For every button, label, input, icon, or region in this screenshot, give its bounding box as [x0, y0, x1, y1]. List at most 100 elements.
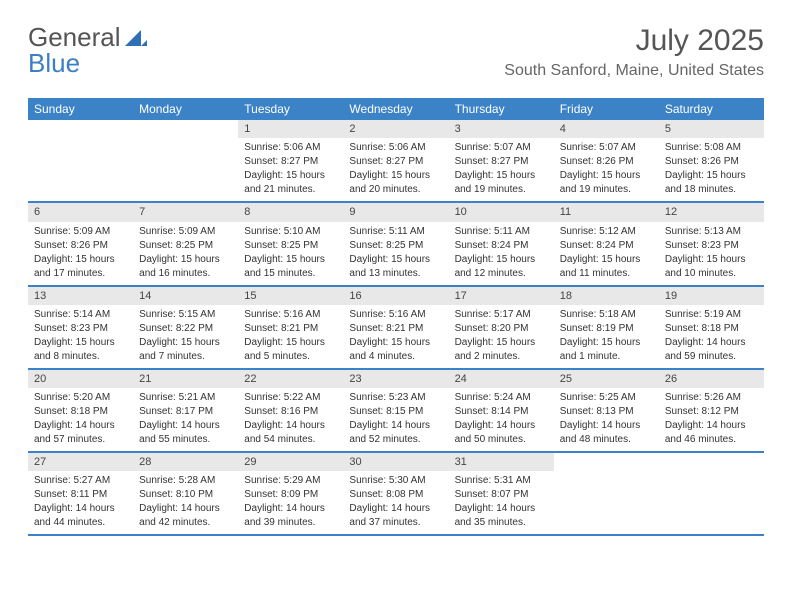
day-info: Sunrise: 5:28 AMSunset: 8:10 PMDaylight:… [133, 474, 238, 529]
day-info: Sunrise: 5:11 AMSunset: 8:24 PMDaylight:… [449, 225, 554, 280]
sunset-text: Sunset: 8:07 PM [455, 488, 548, 501]
day-cell: 31Sunrise: 5:31 AMSunset: 8:07 PMDayligh… [449, 453, 554, 534]
daylight2-text: and 44 minutes. [34, 516, 127, 529]
daylight1-text: Daylight: 14 hours [349, 502, 442, 515]
day-number: 18 [554, 287, 659, 305]
day-info: Sunrise: 5:23 AMSunset: 8:15 PMDaylight:… [343, 391, 448, 446]
day-cell: 8 Sunrise: 5:10 AMSunset: 8:25 PMDaylight… [238, 203, 343, 284]
sunset-text: Sunset: 8:19 PM [560, 322, 653, 335]
sunset-text: Sunset: 8:18 PM [34, 405, 127, 418]
day-cell: 19Sunrise: 5:19 AMSunset: 8:18 PMDayligh… [659, 287, 764, 368]
daylight2-text: and 46 minutes. [665, 433, 758, 446]
daylight1-text: Daylight: 14 hours [665, 336, 758, 349]
sunset-text: Sunset: 8:21 PM [244, 322, 337, 335]
day-number: 22 [238, 370, 343, 388]
sunset-text: Sunset: 8:24 PM [455, 239, 548, 252]
daylight2-text: and 18 minutes. [665, 183, 758, 196]
daylight2-text: and 59 minutes. [665, 350, 758, 363]
day-info: Sunrise: 5:09 AMSunset: 8:25 PMDaylight:… [133, 225, 238, 280]
daylight1-text: Daylight: 14 hours [665, 419, 758, 432]
day-number: 8 [238, 203, 343, 221]
sunrise-text: Sunrise: 5:11 AM [349, 225, 442, 238]
day-info: Sunrise: 5:06 AMSunset: 8:27 PMDaylight:… [343, 141, 448, 196]
daylight2-text: and 35 minutes. [455, 516, 548, 529]
day-info: Sunrise: 5:31 AMSunset: 8:07 PMDaylight:… [449, 474, 554, 529]
sunset-text: Sunset: 8:18 PM [665, 322, 758, 335]
day-cell: 7 Sunrise: 5:09 AMSunset: 8:25 PMDaylight… [133, 203, 238, 284]
sunrise-text: Sunrise: 5:21 AM [139, 391, 232, 404]
day-info: Sunrise: 5:06 AMSunset: 8:27 PMDaylight:… [238, 141, 343, 196]
daylight1-text: Daylight: 14 hours [244, 502, 337, 515]
sunset-text: Sunset: 8:23 PM [665, 239, 758, 252]
dayhead-tuesday: Tuesday [238, 98, 343, 120]
day-number: 11 [554, 203, 659, 221]
sunrise-text: Sunrise: 5:29 AM [244, 474, 337, 487]
day-number: 17 [449, 287, 554, 305]
day-cell: 15Sunrise: 5:16 AMSunset: 8:21 PMDayligh… [238, 287, 343, 368]
daylight1-text: Daylight: 15 hours [665, 253, 758, 266]
day-number: 26 [659, 370, 764, 388]
day-info: Sunrise: 5:12 AMSunset: 8:24 PMDaylight:… [554, 225, 659, 280]
week-row: ..1Sunrise: 5:06 AMSunset: 8:27 PMDaylig… [28, 120, 764, 203]
sunrise-text: Sunrise: 5:16 AM [244, 308, 337, 321]
day-number: 25 [554, 370, 659, 388]
sunset-text: Sunset: 8:16 PM [244, 405, 337, 418]
day-cell: . [554, 453, 659, 534]
day-info: Sunrise: 5:27 AMSunset: 8:11 PMDaylight:… [28, 474, 133, 529]
sunset-text: Sunset: 8:14 PM [455, 405, 548, 418]
sunrise-text: Sunrise: 5:19 AM [665, 308, 758, 321]
sunrise-text: Sunrise: 5:10 AM [244, 225, 337, 238]
sunrise-text: Sunrise: 5:23 AM [349, 391, 442, 404]
sunset-text: Sunset: 8:15 PM [349, 405, 442, 418]
week-row: 13Sunrise: 5:14 AMSunset: 8:23 PMDayligh… [28, 287, 764, 370]
daylight2-text: and 21 minutes. [244, 183, 337, 196]
daylight2-text: and 55 minutes. [139, 433, 232, 446]
daylight2-text: and 39 minutes. [244, 516, 337, 529]
sunrise-text: Sunrise: 5:27 AM [34, 474, 127, 487]
dayhead-wednesday: Wednesday [343, 98, 448, 120]
day-cell: 16Sunrise: 5:16 AMSunset: 8:21 PMDayligh… [343, 287, 448, 368]
sunrise-text: Sunrise: 5:24 AM [455, 391, 548, 404]
sunrise-text: Sunrise: 5:18 AM [560, 308, 653, 321]
day-info: Sunrise: 5:20 AMSunset: 8:18 PMDaylight:… [28, 391, 133, 446]
day-number: 28 [133, 453, 238, 471]
daylight1-text: Daylight: 15 hours [455, 253, 548, 266]
daylight2-text: and 11 minutes. [560, 267, 653, 280]
day-info: Sunrise: 5:30 AMSunset: 8:08 PMDaylight:… [343, 474, 448, 529]
sunset-text: Sunset: 8:27 PM [455, 155, 548, 168]
day-cell: . [28, 120, 133, 201]
daylight1-text: Daylight: 15 hours [34, 253, 127, 266]
location-text: South Sanford, Maine, United States [504, 62, 764, 80]
daylight2-text: and 12 minutes. [455, 267, 548, 280]
daylight2-text: and 52 minutes. [349, 433, 442, 446]
day-number: 27 [28, 453, 133, 471]
day-number: 9 [343, 203, 448, 221]
daylight2-text: and 57 minutes. [34, 433, 127, 446]
day-number: 2 [343, 120, 448, 138]
day-cell: 4Sunrise: 5:07 AMSunset: 8:26 PMDaylight… [554, 120, 659, 201]
sunset-text: Sunset: 8:20 PM [455, 322, 548, 335]
dayhead-friday: Friday [554, 98, 659, 120]
sunrise-text: Sunrise: 5:11 AM [455, 225, 548, 238]
day-cell: 26Sunrise: 5:26 AMSunset: 8:12 PMDayligh… [659, 370, 764, 451]
sunset-text: Sunset: 8:08 PM [349, 488, 442, 501]
day-number: 24 [449, 370, 554, 388]
day-header-row: Sunday Monday Tuesday Wednesday Thursday… [28, 98, 764, 120]
sunset-text: Sunset: 8:26 PM [34, 239, 127, 252]
sunrise-text: Sunrise: 5:08 AM [665, 141, 758, 154]
day-cell: 5Sunrise: 5:08 AMSunset: 8:26 PMDaylight… [659, 120, 764, 201]
sunrise-text: Sunrise: 5:12 AM [560, 225, 653, 238]
day-info: Sunrise: 5:24 AMSunset: 8:14 PMDaylight:… [449, 391, 554, 446]
title-block: July 2025 South Sanford, Maine, United S… [504, 24, 764, 80]
day-number: 13 [28, 287, 133, 305]
daylight1-text: Daylight: 15 hours [349, 336, 442, 349]
day-info: Sunrise: 5:10 AMSunset: 8:25 PMDaylight:… [238, 225, 343, 280]
day-number: 7 [133, 203, 238, 221]
sunset-text: Sunset: 8:12 PM [665, 405, 758, 418]
month-title: July 2025 [504, 24, 764, 58]
day-number: 4 [554, 120, 659, 138]
header: General Blue July 2025 South Sanford, Ma… [28, 24, 764, 80]
day-number: 23 [343, 370, 448, 388]
daylight2-text: and 19 minutes. [455, 183, 548, 196]
daylight1-text: Daylight: 15 hours [244, 336, 337, 349]
